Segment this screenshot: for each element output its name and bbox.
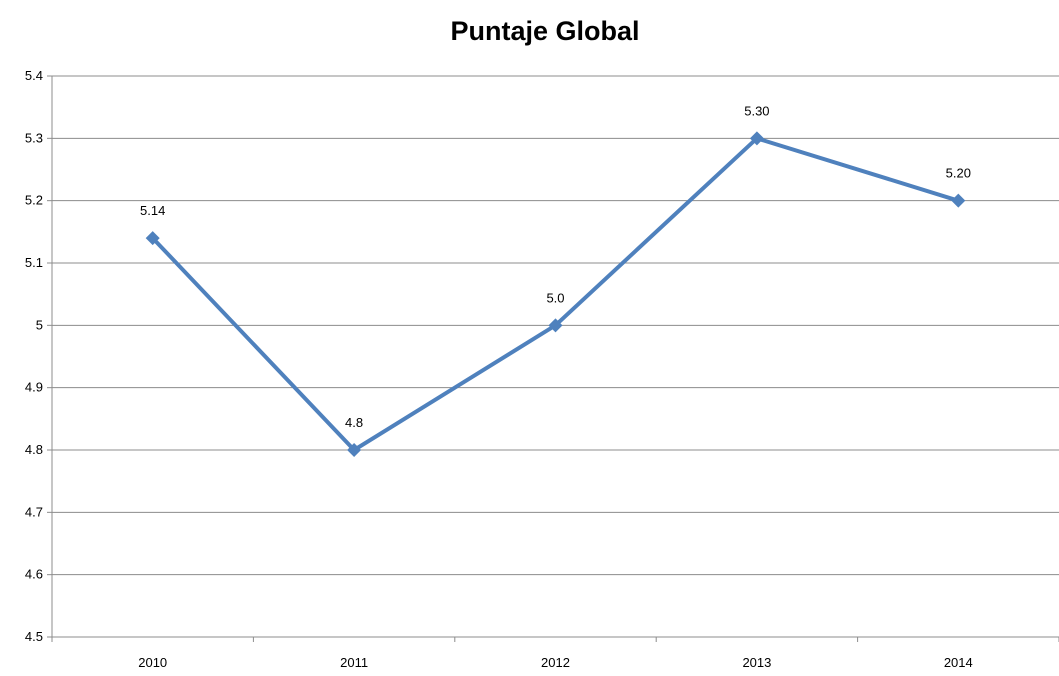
data-label: 5.14 bbox=[140, 203, 165, 218]
data-labels: 5.14 4.8 5.0 5.30 5.20 bbox=[140, 103, 971, 430]
data-point-marker bbox=[347, 443, 362, 457]
y-tick-label: 5.2 bbox=[25, 193, 43, 208]
y-tick-label: 4.7 bbox=[25, 504, 43, 519]
y-tick-label: 4.6 bbox=[25, 567, 43, 582]
axes bbox=[51, 76, 1059, 638]
data-point-marker bbox=[548, 318, 563, 333]
series-layer bbox=[145, 131, 966, 457]
y-tick-label: 5.3 bbox=[25, 130, 43, 145]
y-axis-ticks: 4.5 4.6 4.7 4.8 4.9 5 5.1 5.2 5.3 5.4 bbox=[25, 68, 52, 644]
x-axis-ticks: 2010 2011 2012 2013 2014 bbox=[51, 637, 1059, 670]
data-point-marker bbox=[749, 131, 764, 146]
x-tick-label: 2012 bbox=[541, 655, 570, 670]
gridlines bbox=[52, 75, 1059, 638]
data-point-marker bbox=[145, 231, 160, 246]
x-tick-label: 2013 bbox=[742, 655, 771, 670]
y-tick-label: 4.9 bbox=[25, 380, 43, 395]
x-tick-label: 2011 bbox=[340, 655, 368, 670]
data-label: 5.20 bbox=[946, 166, 971, 181]
y-tick-label: 5.4 bbox=[25, 68, 43, 83]
chart-title: Puntaje Global bbox=[450, 16, 639, 46]
x-tick-label: 2010 bbox=[138, 655, 167, 670]
x-tick-label: 2014 bbox=[944, 655, 973, 670]
data-point-marker bbox=[951, 193, 966, 208]
y-tick-label: 5.1 bbox=[25, 255, 43, 270]
data-label: 5.30 bbox=[744, 103, 769, 118]
y-tick-label: 4.5 bbox=[25, 629, 43, 644]
y-tick-label: 5 bbox=[36, 317, 43, 332]
data-label: 5.0 bbox=[546, 290, 564, 305]
y-tick-label: 4.8 bbox=[25, 442, 43, 457]
data-label: 4.8 bbox=[345, 415, 363, 430]
